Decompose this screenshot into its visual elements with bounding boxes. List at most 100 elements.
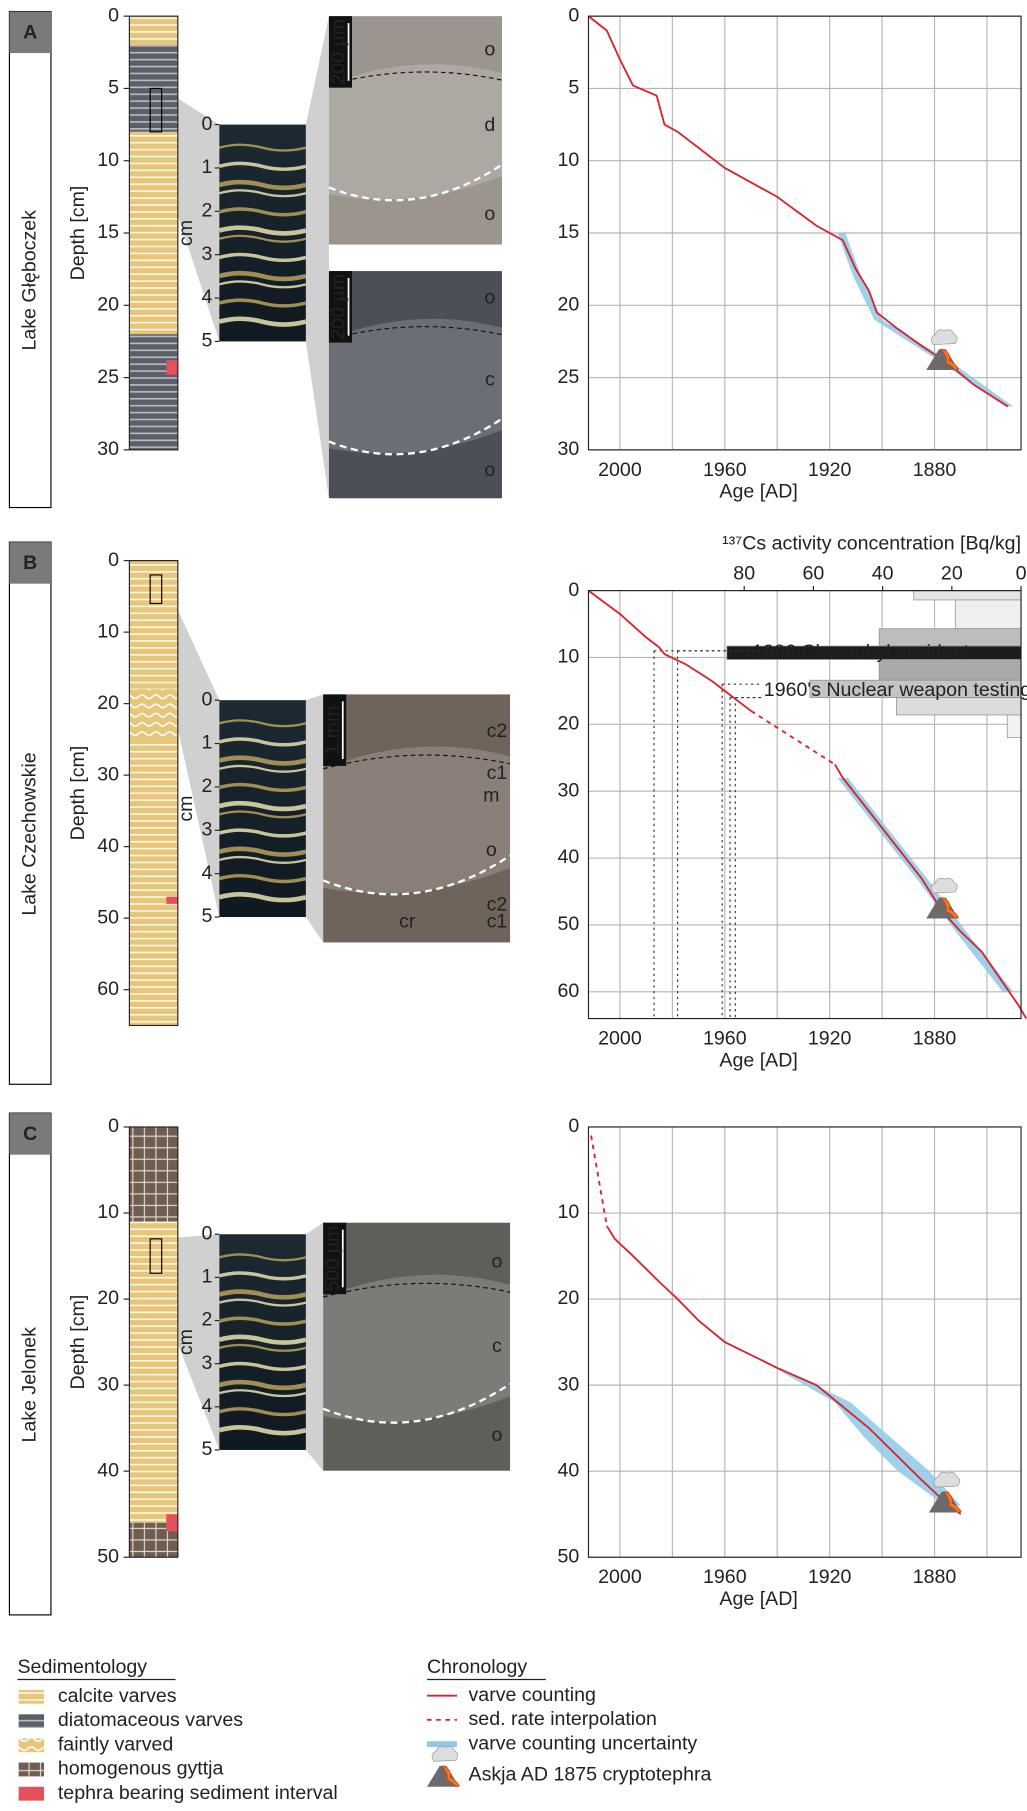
legend-label: tephra bearing sediment interval <box>58 1782 338 1804</box>
tephra-interval <box>166 1514 178 1531</box>
x-tick-label: 2000 <box>598 459 642 481</box>
legend-swatch-pattern <box>19 1690 44 1704</box>
section-tick-label: 2 <box>202 199 213 221</box>
facies-label: o <box>486 839 497 861</box>
facies-label: o <box>484 459 495 481</box>
section-tick-label: 3 <box>202 818 213 840</box>
x2-tick-label: 0 <box>1016 563 1027 585</box>
legend-label: Askja AD 1875 cryptotephra <box>469 1763 712 1785</box>
y-tick-label: 40 <box>557 846 579 868</box>
y-tick-label: 50 <box>557 913 579 935</box>
section-tick-label: 2 <box>202 775 213 797</box>
depth-tick-label: 20 <box>97 293 119 315</box>
depth-tick-label: 50 <box>97 906 119 928</box>
lake-name: Lake Głęboczek <box>18 210 40 351</box>
x-tick-label: 1880 <box>913 459 957 481</box>
depth-tick-label: 40 <box>97 1459 119 1481</box>
section-tick-label: 5 <box>202 905 213 927</box>
y-tick-label: 0 <box>568 1115 579 1137</box>
depth-tick-label: 10 <box>97 149 119 171</box>
y-tick-label: 10 <box>557 646 579 668</box>
chronology-line <box>591 1136 607 1226</box>
section-tick-label: 0 <box>202 113 213 135</box>
plot-frame <box>588 1127 1021 1557</box>
legend-label: varve counting <box>469 1684 596 1706</box>
section-tick-label: 0 <box>202 1222 213 1244</box>
facies-label: o <box>492 1251 503 1273</box>
scale-bar-label: 200 µm <box>327 274 349 340</box>
legend-label: varve counting uncertainty <box>469 1732 698 1754</box>
panel-label: C <box>23 1123 37 1145</box>
depth-tick-label: 60 <box>97 978 119 1000</box>
legend-label: faintly varved <box>58 1733 173 1755</box>
legend-title: Sedimentology <box>17 1656 147 1678</box>
facies-label: o <box>484 39 495 61</box>
legend-label: sed. rate interpolation <box>469 1708 657 1730</box>
lake-name: Lake Czechowskie <box>18 752 40 915</box>
facies-label: c1 <box>487 911 508 933</box>
core-unit-pattern <box>129 561 177 690</box>
figure: ALake Głęboczek051015202530Depth [cm]012… <box>0 0 1027 1811</box>
facies-label: c2 <box>487 720 508 742</box>
depth-label: Depth [cm] <box>67 186 89 281</box>
section-unit: cm <box>175 1329 197 1355</box>
tephra-cloud <box>432 1746 458 1761</box>
x2-tick-label: 40 <box>872 563 894 585</box>
facies-label: o <box>484 203 495 225</box>
y-tick-label: 0 <box>568 4 579 26</box>
facies-label: m <box>483 784 499 806</box>
y-tick-label: 15 <box>557 221 579 243</box>
depth-tick-label: 40 <box>97 835 119 857</box>
depth-tick-label: 20 <box>97 692 119 714</box>
depth-tick-label: 25 <box>97 366 119 388</box>
y-tick-label: 20 <box>557 712 579 734</box>
x-tick-label: 1960 <box>703 1566 747 1588</box>
section-tick-label: 2 <box>202 1309 213 1331</box>
x2-axis-label: ¹³⁷Cs activity concentration [Bq/kg] <box>722 533 1021 555</box>
x-tick-label: 1880 <box>913 1566 957 1588</box>
chronology-line <box>588 16 1007 406</box>
scale-bar-label: 1 mm <box>322 706 344 755</box>
cs-bar <box>1007 715 1021 738</box>
annotation: 1960's Nuclear weapon testing <box>764 679 1027 701</box>
section-tick-label: 4 <box>202 862 213 884</box>
x-axis-label: Age [AD] <box>719 1588 797 1610</box>
section-tick-label: 4 <box>202 1395 213 1417</box>
section-tick-label: 1 <box>202 156 213 178</box>
depth-tick-label: 15 <box>97 221 119 243</box>
cs-bar <box>914 591 1021 600</box>
zoom-connector <box>306 1223 323 1471</box>
depth-tick-label: 30 <box>97 763 119 785</box>
lake-name: Lake Jelonek <box>18 1327 40 1443</box>
x-tick-label: 1920 <box>808 1027 852 1049</box>
depth-tick-label: 50 <box>97 1545 119 1567</box>
core-unit-pattern <box>129 1127 177 1222</box>
x-tick-label: 1880 <box>913 1027 957 1049</box>
tephra-cloud <box>931 878 957 893</box>
tephra-cloud <box>934 1472 960 1487</box>
section-tick-label: 1 <box>202 1266 213 1288</box>
facies-label: c <box>492 1335 502 1357</box>
y-tick-label: 30 <box>557 438 579 460</box>
depth-tick-label: 5 <box>108 77 119 99</box>
depth-tick-label: 10 <box>97 620 119 642</box>
y-tick-label: 25 <box>557 366 579 388</box>
tephra-interval <box>166 897 178 904</box>
depth-tick-label: 0 <box>108 4 119 26</box>
facies-label: o <box>484 287 495 309</box>
legend-swatch-pattern <box>19 1738 44 1752</box>
depth-tick-label: 30 <box>97 438 119 460</box>
zoom-connector <box>306 16 329 498</box>
depth-label: Depth [cm] <box>67 746 89 841</box>
x2-tick-label: 20 <box>941 563 963 585</box>
x-axis-label: Age [AD] <box>719 481 797 503</box>
x-tick-label: 2000 <box>598 1566 642 1588</box>
y-tick-label: 10 <box>557 149 579 171</box>
page: {"chart_data": [ {"type": "line", "xlabe… <box>0 0 1027 1811</box>
chronology-line <box>751 711 835 764</box>
depth-tick-label: 0 <box>108 549 119 571</box>
y-tick-label: 30 <box>557 1373 579 1395</box>
core-unit-pattern <box>129 689 177 739</box>
legend-swatch <box>19 1787 44 1801</box>
x-axis-label: Age [AD] <box>719 1049 797 1071</box>
